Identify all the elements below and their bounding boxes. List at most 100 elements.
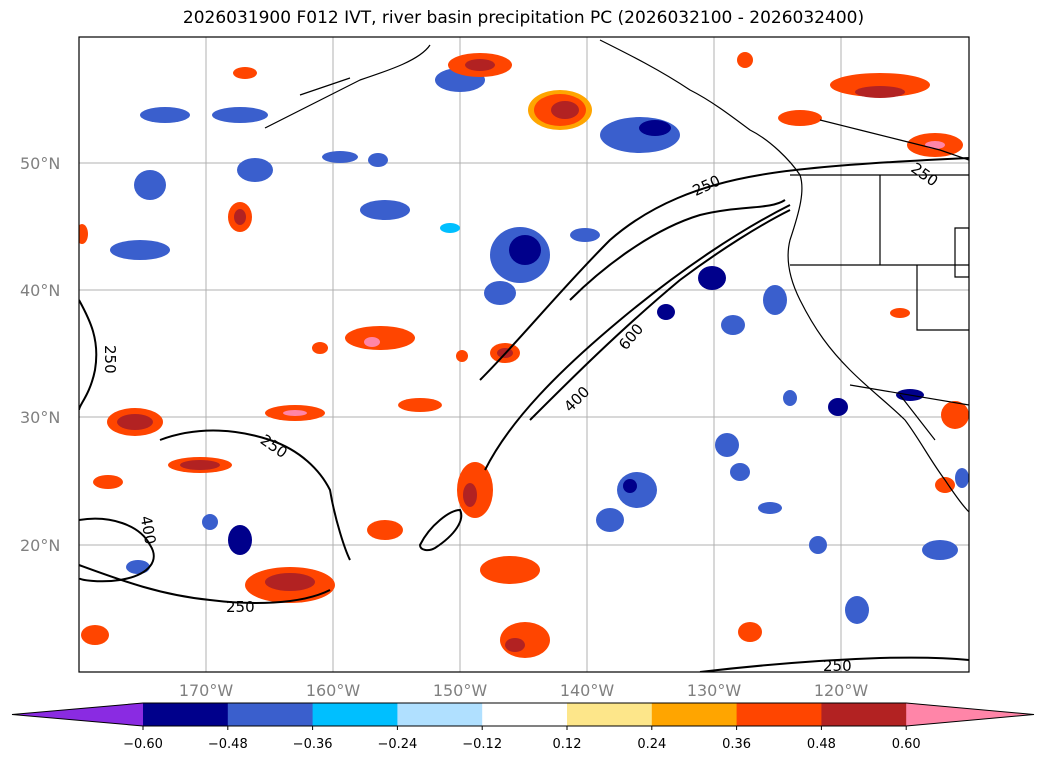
neg-blob [758, 502, 782, 514]
contour-label: 250 [101, 345, 119, 374]
pos-blob [855, 86, 905, 98]
neg-blob [721, 315, 745, 335]
pos-blob [398, 398, 442, 412]
lon-label-170w: 170°W [179, 681, 234, 700]
colorbar-tick-label: 0.12 [553, 737, 582, 752]
neg-blob [639, 120, 671, 136]
pos-blob [81, 625, 109, 645]
pos-blob [79, 224, 88, 244]
neg-blob [715, 433, 739, 457]
neg-blob [484, 281, 516, 305]
neg-blob [617, 472, 657, 508]
contour-250-se [699, 656, 969, 672]
lat-label-50n: 50°N [20, 154, 60, 173]
contour-250-sw2 [79, 564, 331, 604]
lat-label-20n: 20°N [20, 536, 60, 555]
contour-600 [569, 199, 786, 301]
neg-blob [237, 158, 273, 182]
neg-blob [955, 468, 969, 488]
pos-blob [117, 414, 153, 430]
pos-blob [505, 638, 525, 652]
pos-blob [93, 475, 123, 489]
negative-pc-blobs [110, 68, 969, 624]
neg-blob [212, 107, 268, 123]
colorbar-segment [651, 703, 738, 726]
neg-blob [845, 596, 869, 624]
neg-blob [322, 151, 358, 163]
neg-blob [368, 153, 388, 167]
neg-blob [698, 266, 726, 290]
contour-250-west [79, 299, 98, 411]
pos-blob [890, 308, 910, 318]
chart-title: 2026031900 F012 IVT, river basin precipi… [182, 8, 865, 28]
colorbar-segment [227, 703, 314, 726]
colorbar-tick-label: −0.24 [377, 737, 417, 752]
colorbar-segment [821, 703, 907, 726]
pos-blob [941, 401, 969, 429]
neg-blob [509, 235, 541, 265]
neg-blob [134, 170, 166, 200]
contour-label: 250 [226, 598, 255, 616]
colorbar-segment [312, 703, 398, 726]
neg-blob [228, 525, 252, 555]
neg-blob [809, 536, 827, 554]
colorbar-segment [736, 703, 822, 726]
pos-blob [480, 556, 540, 584]
colorbar-tick-label: 0.36 [722, 737, 751, 752]
lon-label-140w: 140°W [560, 681, 615, 700]
neg-blob [140, 107, 190, 123]
pos-blob [265, 573, 315, 591]
pos-blob [500, 622, 550, 658]
pos-blob [180, 460, 220, 470]
lat-label-40n: 40°N [20, 281, 60, 300]
colorbar-tick-label: 0.60 [892, 737, 921, 752]
pos-blob [738, 622, 762, 642]
contour-400-sw [79, 517, 155, 583]
neg-blob [763, 285, 787, 315]
neg-blob [570, 228, 600, 242]
coastlines [264, 39, 969, 513]
pos-blob [234, 209, 246, 225]
neg-blob [126, 560, 150, 574]
neg-blob [596, 508, 624, 532]
contour-400 [529, 209, 791, 421]
colorbar-extend-max [906, 703, 1034, 726]
pos-blob [312, 342, 328, 354]
pos-blob [463, 483, 477, 507]
neg-blob [828, 398, 848, 416]
colorbar-tick-label: −0.60 [123, 737, 163, 752]
colorbar: −0.60 −0.48 −0.36 −0.24 −0.12 0.12 0.24 0.36 0.4… [11, 702, 1035, 752]
pos-blob [465, 59, 495, 71]
neg-blob [730, 463, 750, 481]
pos-blob [367, 520, 403, 540]
pos-blob [778, 110, 822, 126]
pos-blob [551, 101, 579, 119]
pos-blob [925, 141, 945, 149]
colorbar-tick-label: −0.48 [208, 737, 248, 752]
colorbar-tick-label: 0.48 [807, 737, 836, 752]
pos-blob [364, 337, 380, 347]
neg-blob [783, 390, 797, 406]
colorbar-segment [482, 703, 568, 726]
lon-label-120w: 120°W [814, 681, 869, 700]
lon-label-150w: 150°W [433, 681, 488, 700]
contour-label: 250 [823, 657, 852, 675]
colorbar-tick-label: 0.24 [637, 737, 666, 752]
neg-blob [202, 514, 218, 530]
contour-250-main [479, 157, 969, 381]
positive-pc-blobs [79, 52, 969, 658]
colorbar-extend-min [12, 703, 143, 726]
pos-blob [345, 326, 415, 350]
pos-blob [935, 477, 955, 493]
latitude-labels: 50°N 40°N 30°N 20°N [20, 154, 60, 555]
longitude-labels: 170°W 160°W 150°W 140°W 130°W 120°W [179, 681, 869, 700]
map-frame [78, 36, 970, 673]
pos-blob [830, 73, 930, 97]
ivt-contours [79, 157, 969, 672]
neg-blob [440, 223, 460, 233]
lat-label-30n: 30°N [20, 408, 60, 427]
contour-small [418, 508, 463, 552]
neg-blob [922, 540, 958, 560]
pos-blob [233, 67, 257, 79]
